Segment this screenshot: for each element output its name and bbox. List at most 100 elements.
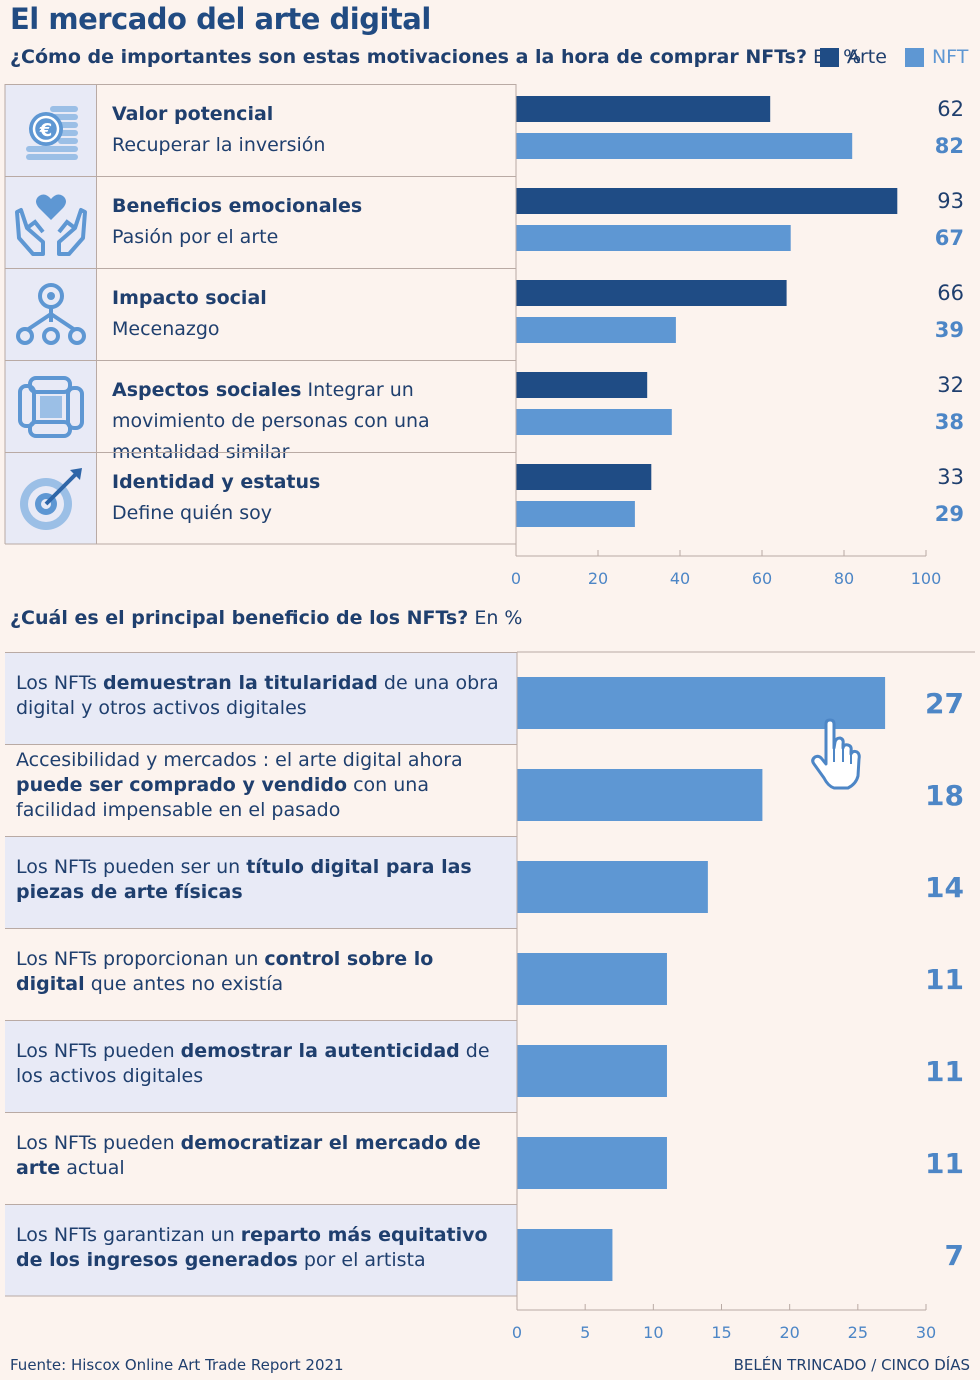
motivation-label-bold: Impacto social <box>112 287 267 309</box>
benefit-label-text: Los NFTs garantizan un <box>16 1224 241 1246</box>
value-label-nft: 39 <box>934 318 964 342</box>
benefit-bar <box>517 1229 613 1281</box>
x-tick-label: 30 <box>915 1323 937 1342</box>
benefit-row: Los NFTs garantizan un reparto más equit… <box>5 1204 517 1296</box>
euro-coins-icon: € <box>5 85 97 176</box>
benefit-label-text: de los activos digitales <box>16 1040 490 1087</box>
page-title: El mercado del arte digital <box>10 2 431 36</box>
bar-nft <box>516 317 676 343</box>
bar-arte <box>516 372 648 398</box>
motivation-label: Beneficios emocionales Pasión por el arte <box>112 191 512 253</box>
legend-label-arte: Arte <box>847 46 887 68</box>
value-label-nft: 38 <box>934 410 964 434</box>
x-tick-label: 20 <box>587 569 609 588</box>
joined-hands-icon <box>5 361 97 452</box>
x-tick-label: 40 <box>669 569 691 588</box>
benefit-bar <box>517 1137 667 1189</box>
legend-label-nft: NFT <box>931 46 969 68</box>
bar-arte <box>516 280 787 306</box>
hand-cursor-icon <box>811 718 861 790</box>
value-label-arte: 62 <box>937 97 964 121</box>
target-arrow-icon <box>5 453 97 544</box>
benefit-label-bold: puede ser comprado y vendido <box>16 774 348 796</box>
benefit-label-text: que antes no existía <box>84 973 284 995</box>
benefit-value-label: 11 <box>925 1147 964 1180</box>
legend-swatch-arte <box>820 47 839 67</box>
motivation-row: Impacto social Mecenazgo <box>5 268 516 360</box>
benefit-value-label: 18 <box>925 779 964 812</box>
x-tick-label: 100 <box>910 569 942 588</box>
benefit-label-text: Los NFTs pueden <box>16 1132 181 1154</box>
value-label-arte: 33 <box>937 465 964 489</box>
chart2-subtitle-unit: En % <box>474 607 523 629</box>
benefit-bar <box>517 769 763 821</box>
benefit-value-label: 14 <box>925 871 964 904</box>
x-tick-label: 0 <box>510 569 522 588</box>
bar-arte <box>516 188 898 214</box>
benefit-row: Los NFTs pueden ser un título digital pa… <box>5 836 517 928</box>
benefit-label-text: Accesibilidad y mercados : el arte digit… <box>16 749 463 771</box>
benefit-bar <box>517 677 886 729</box>
benefit-row: Los NFTs demuestran la titularidad de un… <box>5 652 517 744</box>
x-tick-label: 25 <box>847 1323 869 1342</box>
bar-nft <box>516 133 853 159</box>
benefit-label-bold: reparto más equitativo de los ingresos g… <box>16 1224 488 1271</box>
benefit-label-bold: demostrar la autenticidad <box>180 1040 460 1062</box>
motivation-label: Valor potencial Recuperar la inversión <box>112 99 512 161</box>
svg-text:€: € <box>38 120 52 141</box>
x-tick-label: 80 <box>833 569 855 588</box>
motivation-label-bold: Valor potencial <box>112 103 274 125</box>
benefit-label-text: con una facilidad impensable en el pasad… <box>16 774 429 821</box>
benefit-label-text: Los NFTs proporcionan un <box>16 948 265 970</box>
motivation-label-text: Pasión por el arte <box>112 226 279 248</box>
x-tick-label: 10 <box>643 1323 664 1342</box>
value-label-nft: 82 <box>934 134 964 158</box>
value-label-arte: 66 <box>937 281 964 305</box>
x-tick-label: 15 <box>711 1323 732 1342</box>
chart-beneficios-bars <box>5 651 975 1311</box>
motivation-label-bold: Aspectos sociales <box>112 379 302 401</box>
legend-swatch-nft <box>904 47 924 67</box>
benefit-label-bold: control sobre lo digital <box>16 948 434 995</box>
benefit-label-text: actual <box>60 1157 125 1179</box>
bar-nft <box>516 501 635 527</box>
benefit-label-bold: título digital para las piezas de arte f… <box>16 856 472 903</box>
x-tick-label: 5 <box>580 1323 591 1342</box>
benefit-row: Accesibilidad y mercados : el arte digit… <box>5 744 517 836</box>
benefit-label-text: de una obra digital y otros activos digi… <box>16 672 499 719</box>
benefit-bar <box>517 953 667 1005</box>
benefit-value-label: 27 <box>925 687 964 720</box>
benefit-label-bold: demuestran la titularidad <box>103 672 378 694</box>
benefit-label-text: Los NFTs pueden ser un <box>16 856 247 878</box>
value-label-arte: 93 <box>937 189 964 213</box>
x-tick-label: 20 <box>779 1323 800 1342</box>
chart1-subtitle-bold: ¿Cómo de importantes son estas motivacio… <box>10 46 807 68</box>
network-icon <box>5 269 97 360</box>
chart-motivaciones-bars <box>4 84 927 557</box>
bar-nft <box>516 409 672 435</box>
benefit-label-text: Los NFTs <box>16 672 104 694</box>
heart-hands-icon <box>5 177 97 268</box>
x-tick-label: 60 <box>751 569 773 588</box>
benefit-row: Los NFTs proporcionan un control sobre l… <box>5 928 517 1020</box>
motivation-row: Beneficios emocionales Pasión por el arte <box>5 176 516 268</box>
benefit-row: Los NFTs pueden demostrar la autenticida… <box>5 1020 517 1112</box>
benefit-bar <box>517 1045 667 1097</box>
benefit-bar <box>517 861 708 913</box>
credit-note: BELÉN TRINCADO / CINCO DÍAS <box>733 1356 970 1374</box>
value-label-nft: 67 <box>934 226 964 250</box>
motivation-label-text: Recuperar la inversión <box>112 134 326 156</box>
benefit-label-text: por el artista <box>297 1249 426 1271</box>
motivation-label: Impacto social Mecenazgo <box>112 283 512 345</box>
source-note: Fuente: Hiscox Online Art Trade Report 2… <box>10 1356 344 1374</box>
benefit-value-label: 7 <box>944 1239 964 1272</box>
benefit-value-label: 11 <box>925 963 964 996</box>
motivation-label-bold: Beneficios emocionales <box>112 195 363 217</box>
chart2-subtitle: ¿Cuál es el principal beneficio de los N… <box>10 607 522 629</box>
value-label-nft: 29 <box>934 502 964 526</box>
x-tick-label: 0 <box>511 1323 523 1342</box>
value-label-arte: 32 <box>937 373 964 397</box>
bar-nft <box>516 225 791 251</box>
benefit-value-label: 11 <box>925 1055 964 1088</box>
legend: Arte NFT <box>820 46 968 68</box>
